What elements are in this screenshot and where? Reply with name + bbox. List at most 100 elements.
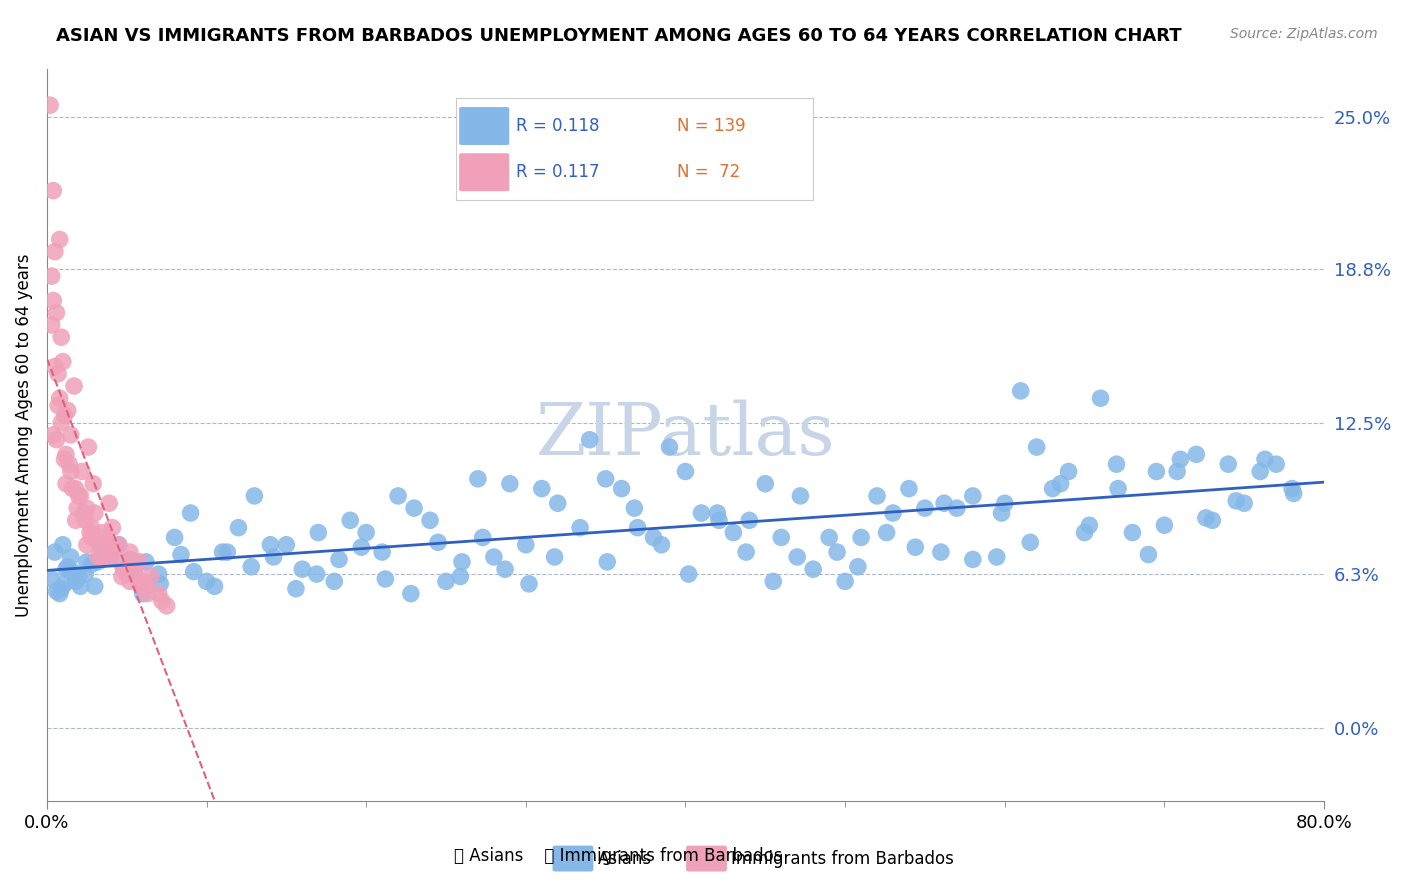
- Point: [789, 489, 811, 503]
- Point: [128, 555, 150, 569]
- Point: [44, 359, 66, 374]
- Point: [1201, 513, 1223, 527]
- Point: [70, 465, 93, 479]
- Point: [723, 525, 745, 540]
- Point: [72, 506, 94, 520]
- Point: [75, 567, 97, 582]
- Point: [986, 549, 1008, 564]
- Point: [610, 482, 633, 496]
- Point: [76, 538, 98, 552]
- Point: [91, 542, 114, 557]
- Point: [530, 482, 553, 496]
- Point: [658, 440, 681, 454]
- Point: [110, 555, 132, 569]
- Point: [87, 549, 110, 564]
- Point: [291, 562, 314, 576]
- Point: [204, 579, 226, 593]
- Point: [217, 545, 239, 559]
- Point: [1137, 548, 1160, 562]
- Point: [83, 579, 105, 593]
- Point: [112, 562, 135, 576]
- Point: [354, 525, 377, 540]
- Point: [65, 574, 87, 589]
- Point: [124, 562, 146, 576]
- Point: [962, 552, 984, 566]
- Point: [494, 562, 516, 576]
- Point: [44, 545, 66, 559]
- Point: [1265, 457, 1288, 471]
- Point: [770, 531, 793, 545]
- Point: [882, 506, 904, 520]
- Point: [139, 569, 162, 583]
- Point: [846, 559, 869, 574]
- Point: [55, 562, 77, 576]
- Point: [1042, 482, 1064, 496]
- Point: [738, 513, 761, 527]
- Point: [1170, 452, 1192, 467]
- Point: [374, 572, 396, 586]
- Text: Immigrants from Barbados: Immigrants from Barbados: [731, 850, 955, 868]
- Point: [67, 569, 90, 583]
- Point: [1185, 447, 1208, 461]
- Point: [1153, 518, 1175, 533]
- Point: [427, 535, 450, 549]
- Point: [626, 521, 648, 535]
- Point: [48, 391, 70, 405]
- Point: [65, 482, 87, 496]
- Point: [678, 567, 700, 582]
- Point: [90, 549, 112, 564]
- Point: [240, 559, 263, 574]
- Point: [1218, 457, 1240, 471]
- Point: [55, 476, 77, 491]
- Point: [932, 496, 955, 510]
- Point: [228, 521, 250, 535]
- Point: [897, 482, 920, 496]
- Point: [1010, 384, 1032, 398]
- Point: [46, 367, 69, 381]
- Point: [69, 489, 91, 503]
- Point: [818, 531, 841, 545]
- Point: [449, 569, 471, 583]
- Point: [96, 545, 118, 559]
- Point: [96, 548, 118, 562]
- Point: [131, 586, 153, 600]
- Point: [51, 582, 73, 596]
- Point: [114, 562, 136, 576]
- Point: [103, 545, 125, 559]
- Point: [79, 525, 101, 540]
- Point: [339, 513, 361, 527]
- Point: [42, 293, 65, 308]
- Point: [115, 567, 138, 582]
- Point: [118, 552, 141, 566]
- Point: [128, 577, 150, 591]
- Point: [834, 574, 856, 589]
- Point: [328, 552, 350, 566]
- Point: [124, 562, 146, 576]
- Point: [93, 531, 115, 545]
- Text: ⬜ Asians    ⬜ Immigrants from Barbados: ⬜ Asians ⬜ Immigrants from Barbados: [454, 847, 783, 865]
- Point: [323, 574, 346, 589]
- Point: [98, 496, 121, 510]
- Point: [1025, 440, 1047, 454]
- Point: [1078, 518, 1101, 533]
- Point: [135, 555, 157, 569]
- Point: [849, 531, 872, 545]
- Point: [44, 244, 66, 259]
- Text: ZIPatlas: ZIPatlas: [536, 400, 835, 470]
- Point: [100, 549, 122, 564]
- Point: [706, 506, 728, 520]
- Point: [211, 545, 233, 559]
- Point: [825, 545, 848, 559]
- Point: [42, 428, 65, 442]
- Point: [451, 555, 474, 569]
- Point: [904, 540, 927, 554]
- Point: [129, 579, 152, 593]
- Point: [45, 306, 67, 320]
- Point: [46, 399, 69, 413]
- Point: [399, 586, 422, 600]
- Point: [1073, 525, 1095, 540]
- Point: [94, 545, 117, 559]
- Point: [51, 416, 73, 430]
- Point: [136, 586, 159, 600]
- Point: [41, 269, 63, 284]
